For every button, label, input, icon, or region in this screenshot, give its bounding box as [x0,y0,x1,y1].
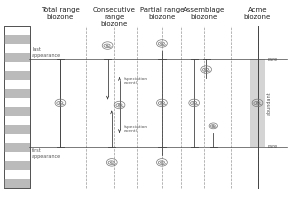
Bar [4,161,30,170]
Text: (speciation
event): (speciation event) [124,77,148,85]
Bar [4,143,30,152]
Bar [4,35,30,44]
Text: (speciation
event): (speciation event) [124,125,148,133]
Bar [4,53,30,62]
Bar [4,107,30,116]
Bar [4,26,30,188]
Bar [4,125,30,134]
Bar [4,71,30,80]
Text: rare: rare [267,57,277,62]
Text: Assemblage
biozone: Assemblage biozone [183,7,225,20]
Bar [250,59,265,147]
Text: rare: rare [267,144,277,149]
Bar [4,26,30,188]
Text: first
appearance: first appearance [32,148,61,159]
Text: Consecutive
range
biozone: Consecutive range biozone [93,7,136,27]
Text: Acme
biozone: Acme biozone [244,7,271,20]
Text: abundant: abundant [266,91,272,115]
Bar [4,179,30,188]
Text: Partial range
biozone: Partial range biozone [140,7,184,20]
Text: Total range
biozone: Total range biozone [41,7,80,20]
Bar [4,89,30,98]
Text: last
appearance: last appearance [32,47,61,58]
